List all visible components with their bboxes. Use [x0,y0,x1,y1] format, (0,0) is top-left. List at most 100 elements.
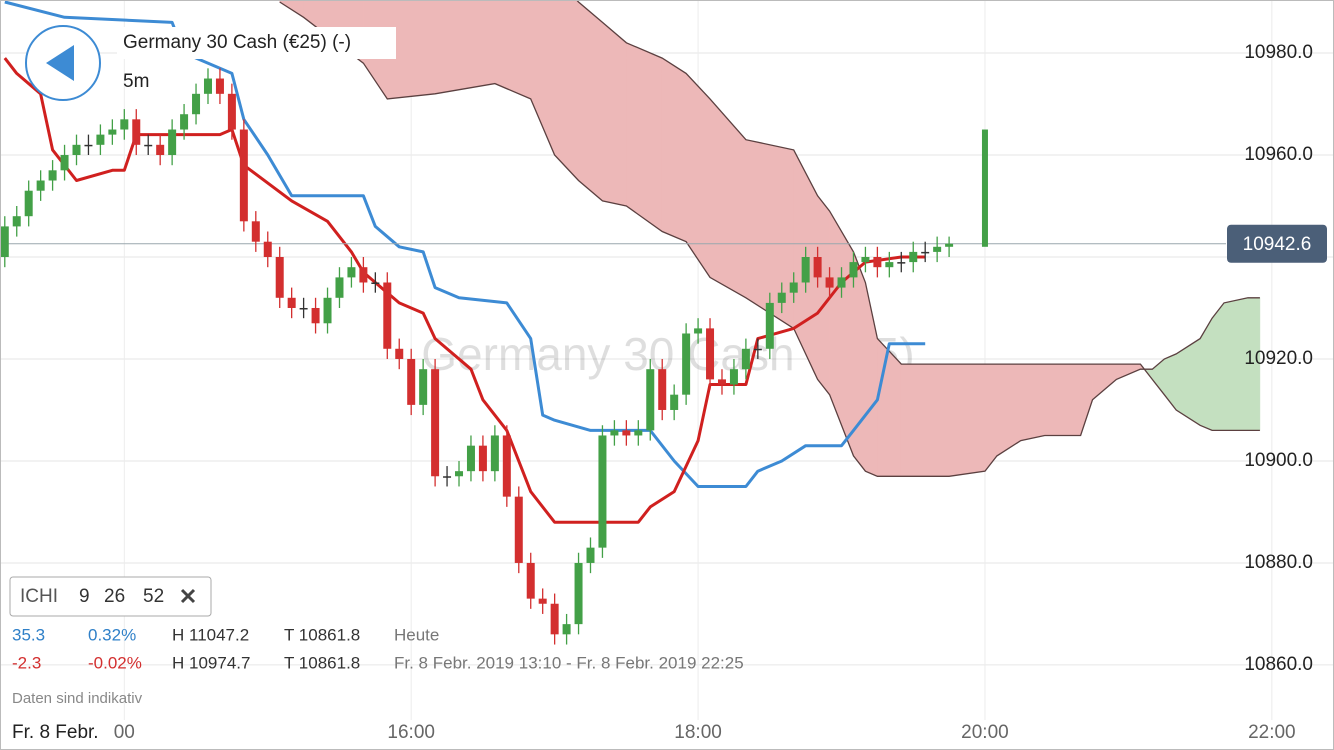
candle-body [933,246,942,252]
candle-body [610,430,619,436]
candle-body [502,435,511,497]
candle-body [407,358,416,405]
candle-body [36,180,45,191]
info-value: T 10861.8 [284,625,360,644]
candle-body [837,277,846,288]
candle-body [622,430,631,436]
cloud-fill [853,251,866,473]
candle-body [682,333,691,395]
cloud-fill [817,194,830,396]
cloud-fill [1020,363,1046,441]
candle-body [275,256,284,298]
candle-body [419,369,428,405]
candle-body [466,445,475,472]
cloud-fill [948,363,986,477]
candle-body [203,78,212,94]
candle-body [849,262,858,278]
candle-body [443,476,452,478]
y-tick-label: 10860.0 [1244,654,1313,675]
cloud-fill [494,0,532,100]
candle-body [0,226,9,257]
candle-body [323,297,332,324]
candle-body [311,307,320,324]
candle-body [12,216,21,227]
candle-body [455,471,464,477]
indicator-param: 52 [143,586,164,607]
candle-body [717,379,726,385]
candle-body [706,328,715,380]
close-indicator[interactable] [180,588,196,604]
interval[interactable]: 5m [123,71,149,92]
conversion-line [3,57,926,524]
x-tick-label: 20:00 [961,722,1009,743]
indicator-box[interactable] [9,576,212,617]
last-price-label: 10942.6 [1243,234,1312,255]
candle-body [478,445,487,472]
candle-body [897,262,906,264]
candle-body [789,282,798,293]
plot [0,0,1261,645]
candle-body [359,267,368,283]
cloud-fill [434,0,496,95]
candle-body [514,496,523,563]
info-value: H 10974.7 [172,653,250,672]
candle-body [263,241,272,257]
candle-body [215,78,224,94]
candle-body [634,430,643,436]
candle-body [598,435,607,548]
candle-body [753,348,762,351]
x-tick-label: 22:00 [1248,722,1296,743]
candle-body [909,251,918,263]
candle-body [383,282,392,349]
candle-body [120,119,129,130]
cloud-fill [1211,302,1225,431]
candle-body [813,256,822,278]
candle-body [777,292,786,303]
candle-body [168,129,177,156]
indicator-param: 9 [79,586,90,607]
candle-body [347,267,356,278]
x-tick-label: 18:00 [674,722,722,743]
candle-body [861,256,870,263]
y-tick-label: 10920.0 [1244,348,1313,369]
candle-body [132,119,141,145]
candle-body [287,297,296,308]
candle-body [550,603,559,635]
candle-body [180,114,189,130]
y-tick-label: 10980.0 [1244,42,1313,63]
candle-body [156,144,165,156]
candle-body [239,129,248,222]
candle-body [72,144,81,156]
base-line [4,0,926,488]
info-value: Heute [394,625,439,644]
cloud-fill [996,363,1022,457]
indicator-param: 26 [104,586,125,607]
y-tick-label: 10960.0 [1244,144,1313,165]
candle-body [562,624,571,635]
candle-body [945,243,954,247]
candle-body [192,93,201,115]
candle-body [765,302,774,349]
candle-body [921,251,930,254]
candle-body [586,547,595,563]
candle-body [526,562,535,599]
candle-body [227,93,236,130]
title: Germany 30 Cash (€25) (-) [123,32,351,53]
candle-body [694,328,703,334]
disclaimer: Daten sind indikativ [12,690,143,707]
candle-body [299,307,308,310]
axis: 10860.010880.010900.010920.010940.010960… [114,42,1327,743]
candle-body [729,369,738,385]
candle-body [371,282,380,284]
cloud-fill [984,363,998,473]
candle-body [48,170,57,181]
last-price-box [1227,224,1327,263]
candle-body [144,144,153,147]
info-value: 35.3 [12,625,45,644]
back-icon [46,45,74,81]
candle-body [574,562,583,625]
candle-body [395,348,404,359]
extra-bar [981,129,988,247]
